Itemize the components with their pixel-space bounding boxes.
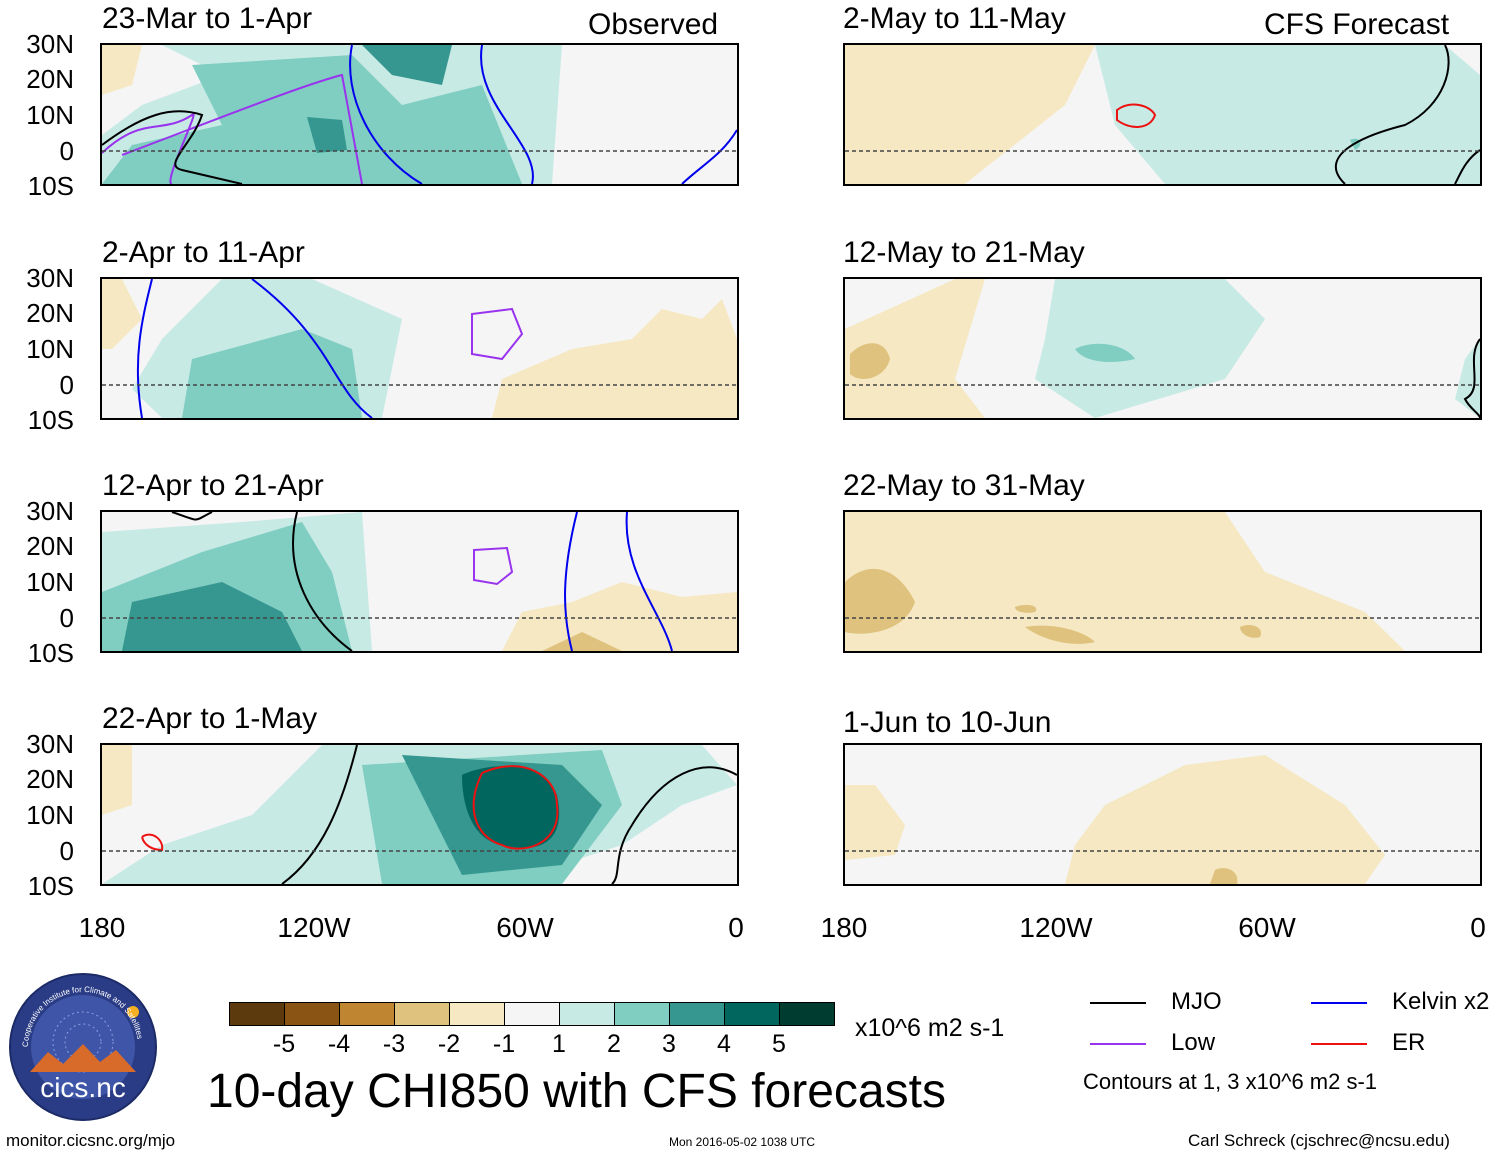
- y-tick: 10N: [26, 800, 74, 830]
- legend-label-er: ER: [1392, 1029, 1426, 1056]
- map-panel-2: [100, 277, 739, 420]
- contour-note: Contours at 1, 3 x10^6 m2 s-1: [1083, 1069, 1378, 1094]
- y-tick: 20N: [26, 531, 74, 561]
- colorbar-label: 1: [552, 1030, 566, 1058]
- panel-title: 2-May to 11-May: [843, 2, 1066, 35]
- legend-swatch-low: [1090, 1043, 1146, 1045]
- colorbar-swatch: [559, 1002, 615, 1026]
- y-tick: 30N: [26, 29, 74, 59]
- colorbar-swatch: [504, 1002, 560, 1026]
- legend-label-low: Low: [1171, 1029, 1216, 1056]
- colorbar-units: x10^6 m2 s-1: [855, 1014, 1005, 1042]
- colorbar-swatch: [229, 1002, 285, 1026]
- x-tick: 120W: [1019, 912, 1093, 943]
- x-tick: 60W: [1238, 912, 1296, 943]
- y-tick: 0: [59, 370, 74, 400]
- colorbar-swatch: [614, 1002, 670, 1026]
- colorbar-label: 4: [717, 1030, 731, 1058]
- panel-title: 23-Mar to 1-Apr: [102, 2, 313, 35]
- legend-swatch-kelvin: [1311, 1002, 1367, 1004]
- colorbar-swatch: [779, 1002, 835, 1026]
- map-panel-4: [100, 743, 739, 886]
- map-panel-1: [100, 43, 739, 186]
- panel-title: 2-Apr to 11-Apr: [102, 236, 305, 269]
- x-tick: 180: [78, 912, 126, 943]
- y-tick: 30N: [26, 496, 74, 526]
- y-tick: 0: [59, 836, 74, 866]
- panel-title: 12-Apr to 21-Apr: [102, 469, 324, 502]
- colorbar-label: -3: [382, 1030, 406, 1058]
- colorbar-label: -1: [492, 1030, 516, 1058]
- colorbar-swatch: [394, 1002, 450, 1026]
- x-tick: 180: [820, 912, 868, 943]
- x-tick: 0: [1470, 912, 1486, 943]
- y-tick: 30N: [26, 263, 74, 293]
- cics-logo: Cooperative Institute for Climate and Sa…: [8, 972, 158, 1122]
- panel-title: 22-May to 31-May: [843, 469, 1085, 502]
- y-tick: 10N: [26, 567, 74, 597]
- colorbar-label: -4: [327, 1030, 351, 1058]
- map-panel-5: [843, 43, 1482, 186]
- footer-timestamp: Mon 2016-05-02 1038 UTC: [669, 1135, 816, 1149]
- y-tick: 10S: [27, 171, 74, 201]
- y-tick: 10S: [27, 405, 74, 435]
- y-tick: 30N: [26, 729, 74, 759]
- colorbar-label: -5: [272, 1030, 296, 1058]
- colorbar-label: 2: [607, 1030, 621, 1058]
- y-tick: 10N: [26, 100, 74, 130]
- legend-swatch-er: [1311, 1043, 1367, 1045]
- footer-credit: Carl Schreck (cjschrec@ncsu.edu): [1188, 1131, 1450, 1150]
- map-panel-8: [843, 743, 1482, 886]
- colorbar-label: -2: [437, 1030, 461, 1058]
- legend-label-mjo: MJO: [1171, 988, 1222, 1015]
- colorbar-label: 5: [772, 1030, 786, 1058]
- colorbar-swatch: [339, 1002, 395, 1026]
- legend-swatch-mjo: [1090, 1002, 1146, 1004]
- colorbar-swatch: [284, 1002, 340, 1026]
- y-tick: 10N: [26, 334, 74, 364]
- main-title: 10-day CHI850 with CFS forecasts: [207, 1065, 946, 1118]
- cfs-forecast-label: CFS Forecast: [1264, 8, 1450, 41]
- y-tick: 10S: [27, 871, 74, 901]
- logo-text: cics.nc: [40, 1072, 126, 1103]
- map-panel-7: [843, 510, 1482, 653]
- panel-title: 1-Jun to 10-Jun: [843, 706, 1052, 739]
- y-tick: 10S: [27, 638, 74, 668]
- y-tick: 20N: [26, 298, 74, 328]
- x-tick: 120W: [277, 912, 351, 943]
- observed-label: Observed: [588, 8, 719, 41]
- panel-title: 22-Apr to 1-May: [102, 702, 318, 735]
- map-panel-6: [843, 277, 1482, 420]
- panel-title: 12-May to 21-May: [843, 236, 1085, 269]
- colorbar-swatch: [449, 1002, 505, 1026]
- colorbar-swatch: [669, 1002, 725, 1026]
- map-panel-3: [100, 510, 739, 653]
- x-tick: 60W: [496, 912, 554, 943]
- colorbar-swatch: [724, 1002, 780, 1026]
- y-tick: 0: [59, 136, 74, 166]
- y-tick: 20N: [26, 64, 74, 94]
- x-tick: 0: [728, 912, 744, 943]
- legend-label-kelvin: Kelvin x2: [1392, 988, 1490, 1015]
- footer-url[interactable]: monitor.cicsnc.org/mjo: [6, 1131, 176, 1150]
- colorbar-label: 3: [662, 1030, 676, 1058]
- y-tick: 0: [59, 603, 74, 633]
- y-tick: 20N: [26, 764, 74, 794]
